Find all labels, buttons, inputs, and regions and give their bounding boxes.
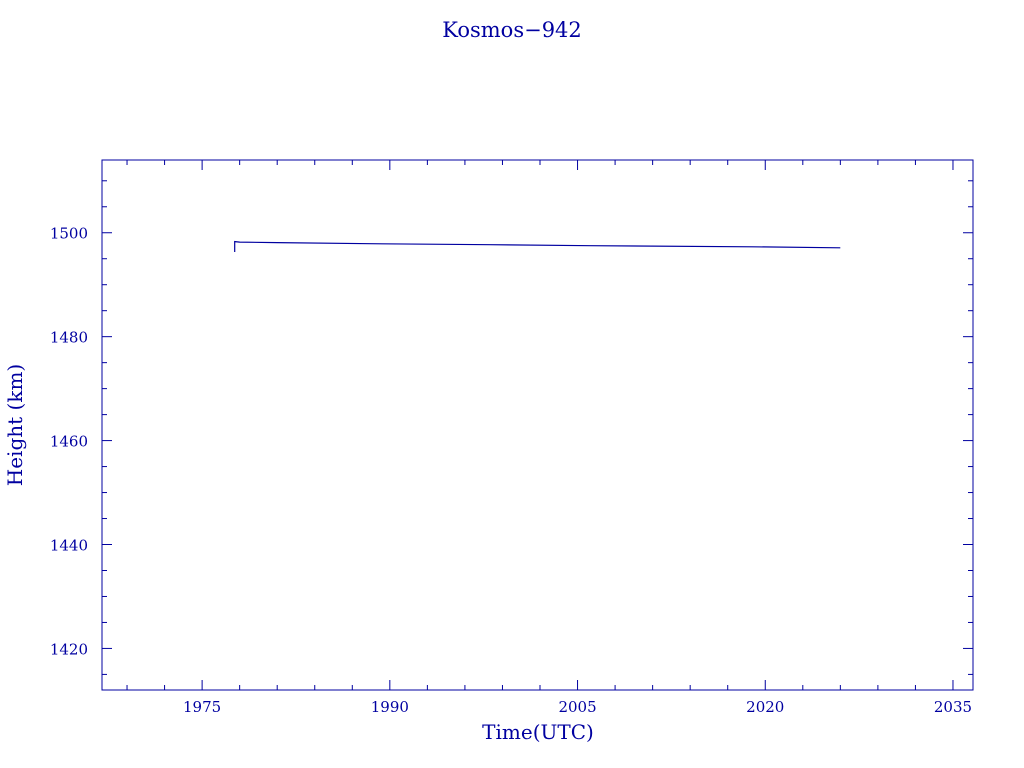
x-tick-label: 1975	[183, 698, 221, 716]
x-tick-label: 1990	[371, 698, 409, 716]
x-tick-label: 2005	[558, 698, 596, 716]
chart-title: Kosmos−942	[442, 18, 582, 42]
y-tick-label: 1480	[50, 329, 88, 347]
x-tick-label: 2020	[746, 698, 784, 716]
y-tick-label: 1460	[50, 433, 88, 451]
y-tick-label: 1440	[50, 537, 88, 555]
x-axis-label: Time(UTC)	[482, 720, 594, 744]
y-tick-label: 1420	[50, 640, 88, 658]
y-tick-label: 1500	[50, 225, 88, 243]
x-tick-label: 2035	[934, 698, 972, 716]
y-axis-label: Height (km)	[3, 364, 27, 486]
height-series-line	[234, 240, 841, 252]
plot-frame	[101, 159, 974, 691]
